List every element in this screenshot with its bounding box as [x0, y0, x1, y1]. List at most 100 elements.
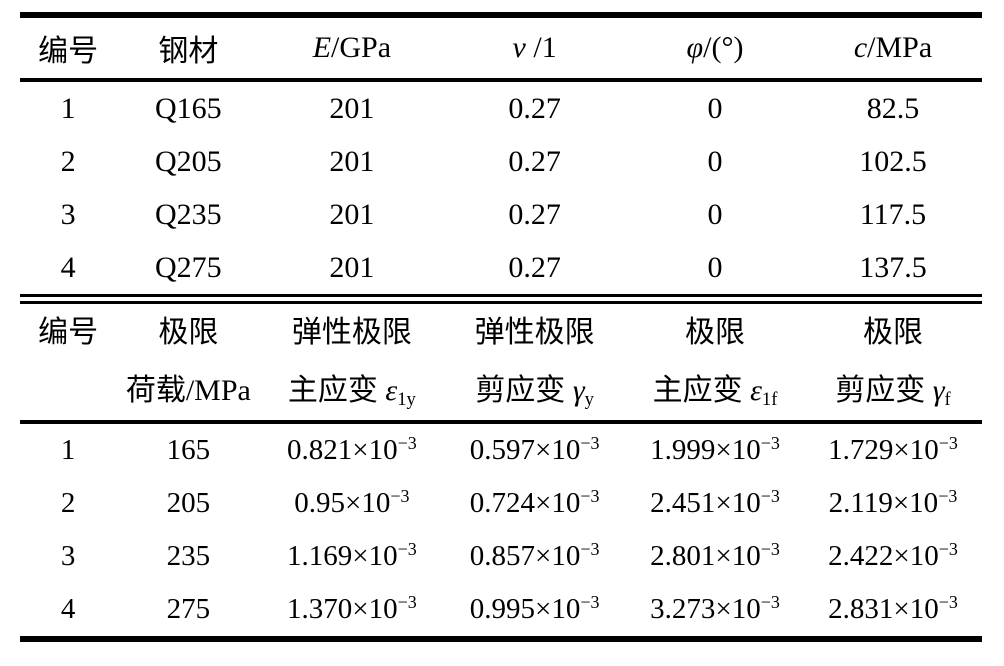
cell: 4	[60, 593, 76, 625]
symbol-epsilon: ε	[750, 374, 762, 407]
double-rule-divider	[20, 294, 982, 304]
cell: Q235	[155, 197, 222, 231]
subscript-1y: 1y	[397, 389, 416, 411]
table1-header-row: 编号 钢材 E/GPa ν /1 φ/(°) c/MPa	[20, 15, 982, 82]
symbol-epsilon: ε	[385, 374, 398, 407]
cell: 0.27	[508, 144, 561, 178]
cell: 117.5	[859, 197, 927, 231]
symbol-gamma: γ	[932, 374, 945, 407]
exponent: −3	[397, 592, 417, 613]
exponent: −3	[397, 539, 417, 560]
header-limit-shear-strain: 极限 剪应变 γf	[803, 304, 982, 424]
mantissa: 2.801×10	[650, 540, 761, 572]
mantissa: 0.724×10	[469, 487, 581, 519]
exponent: −3	[760, 433, 780, 454]
header-line1: 极限	[685, 316, 745, 349]
table-row: 4 275 1.370×10−3 0.995×10−3 3.273×10−3 2…	[20, 583, 982, 639]
cell-scientific-value: 0.995×10−3	[443, 583, 626, 639]
mantissa: 1.999×10	[650, 434, 761, 466]
cell: Q165	[155, 91, 222, 125]
header-friction-angle: φ/(°)	[626, 15, 804, 82]
header-id: 编号	[20, 304, 117, 424]
cell: 1	[60, 434, 76, 466]
cell: 0	[707, 91, 723, 125]
header-limit-principal-strain: 极限 主应变 ε1f	[626, 304, 804, 424]
cell: 2	[60, 487, 76, 519]
cell-scientific-value: 0.821×10−3	[260, 422, 443, 477]
cell-scientific-value: 2.801×10−3	[626, 530, 804, 583]
mantissa: 2.451×10	[650, 487, 761, 519]
symbol-nu: ν	[512, 31, 526, 64]
table-row: 2 Q205 201 0.27 0 102.5	[20, 135, 982, 188]
mantissa: 1.729×10	[828, 434, 939, 466]
label: 主应变	[652, 374, 751, 407]
exponent: −3	[580, 486, 600, 507]
mantissa: 0.857×10	[469, 540, 581, 572]
cell: Q275	[155, 250, 222, 284]
cell: 1	[60, 91, 76, 125]
mantissa: 1.169×10	[287, 540, 398, 572]
header-line2: 剪应变 γy	[443, 362, 626, 420]
cell-scientific-value: 1.999×10−3	[626, 422, 804, 477]
header-cohesion: c/MPa	[803, 15, 982, 82]
cell-scientific-value: 1.729×10−3	[804, 422, 982, 477]
cell: Q205	[155, 144, 222, 178]
header-line2: 剪应变 γf	[804, 362, 982, 420]
cell: 82.5	[866, 91, 920, 125]
table2-header-row: 编号 极限 荷载/MPa 弹性极限 主应变 ε1y 弹性极限 剪应变 γy 极限	[20, 304, 982, 424]
cell: 3	[60, 540, 76, 572]
header-line1: 弹性极限	[291, 316, 412, 349]
symbol-E: E	[312, 31, 332, 64]
header-elastic-modulus: E/GPa	[260, 15, 444, 82]
unit-GPa: /GPa	[331, 31, 392, 64]
cell-scientific-value: 3.273×10−3	[626, 583, 804, 639]
cell: 137.5	[859, 250, 927, 284]
header-line2: 主应变 ε1f	[626, 362, 804, 420]
cell: 0	[707, 197, 723, 231]
mantissa: 0.821×10	[287, 434, 398, 466]
cell-scientific-value: 2.451×10−3	[626, 477, 804, 530]
cell: 205	[166, 487, 211, 519]
exponent: −3	[938, 433, 958, 454]
cell-scientific-value: 0.597×10−3	[443, 422, 626, 477]
cell: 201	[329, 91, 375, 125]
cell: 0	[707, 144, 723, 178]
table-row: 3 235 1.169×10−3 0.857×10−3 2.801×10−3 2…	[20, 530, 982, 583]
header-elastic-principal-strain: 弹性极限 主应变 ε1y	[260, 304, 444, 424]
table-row: 4 Q275 201 0.27 0 137.5	[20, 241, 982, 294]
exponent: −3	[580, 539, 600, 560]
document-page: 编号 钢材 E/GPa ν /1 φ/(°) c/MPa 1 Q165 2 0 1 …	[20, 12, 982, 642]
cell: 201	[329, 144, 375, 178]
header-line1: 编号	[38, 316, 99, 349]
exponent: −3	[397, 433, 417, 454]
limit-strain-table: 编号 极限 荷载/MPa 弹性极限 主应变 ε1y 弹性极限 剪应变 γy 极限	[20, 304, 982, 642]
subscript-f: f	[944, 389, 951, 411]
cell-scientific-value: 2.422×10−3	[804, 530, 982, 583]
cell: 201	[329, 197, 375, 231]
symbol-gamma: γ	[572, 374, 585, 407]
cell: 165	[166, 434, 211, 466]
table-row: 1 165 0.821×10−3 0.597×10−3 1.999×10−3 1…	[20, 422, 982, 477]
exponent: −3	[390, 486, 410, 507]
label: 剪应变	[475, 374, 573, 407]
symbol-c: c	[853, 31, 868, 64]
subscript-y: y	[584, 389, 594, 411]
subscript-1f: 1f	[761, 389, 778, 411]
cell: 102.5	[859, 144, 927, 178]
exponent: −3	[938, 486, 958, 507]
unit-degree: /(°)	[703, 31, 744, 64]
header-elastic-shear-strain: 弹性极限 剪应变 γy	[443, 304, 627, 424]
cell: 3	[60, 197, 76, 231]
exponent: −3	[580, 433, 600, 454]
cell-scientific-value: 2.831×10−3	[804, 583, 982, 639]
header-line2	[20, 362, 116, 420]
cell: 0	[707, 250, 723, 284]
exponent: −3	[938, 539, 958, 560]
cell: 0.27	[508, 197, 561, 231]
table-row: 3 Q235 201 0.27 0 117.5	[20, 188, 982, 241]
mantissa: 3.273×10	[650, 593, 761, 625]
cell-scientific-value: 0.724×10−3	[443, 477, 626, 530]
cell: 275	[166, 593, 211, 625]
cell-scientific-value: 2.119×10−3	[804, 477, 982, 530]
exponent: −3	[760, 486, 780, 507]
